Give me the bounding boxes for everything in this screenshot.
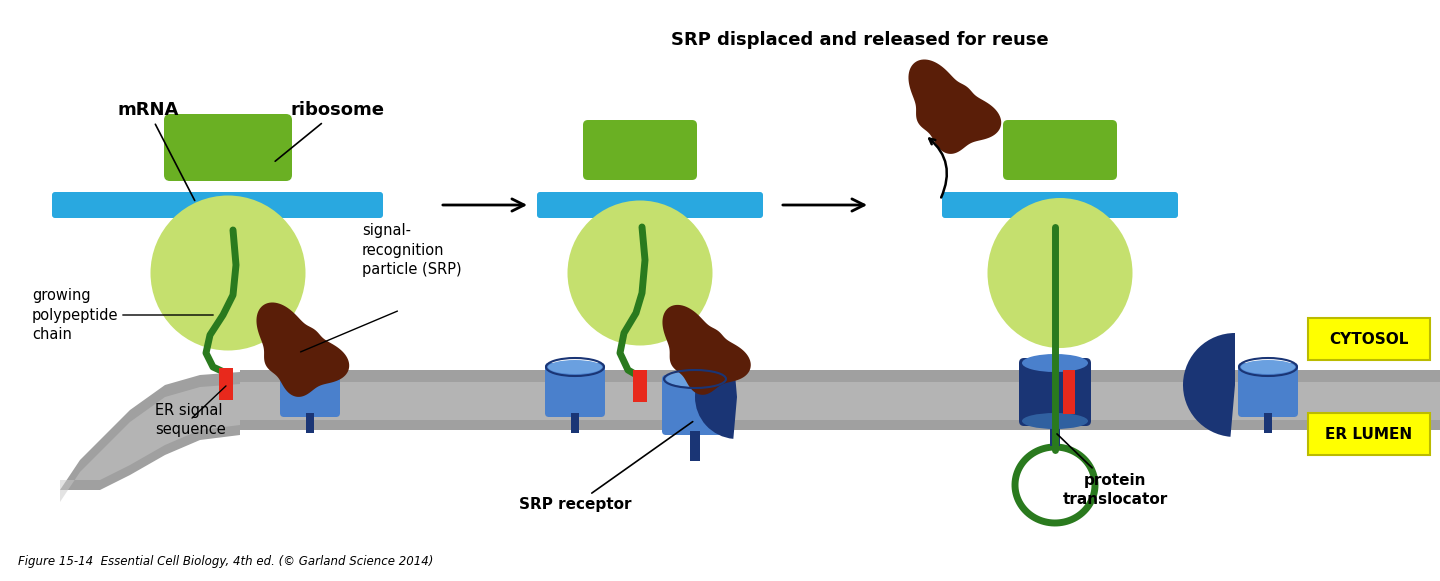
Ellipse shape: [988, 198, 1132, 348]
Ellipse shape: [1022, 354, 1089, 372]
Bar: [219, 368, 233, 400]
Ellipse shape: [151, 195, 305, 350]
Bar: [690, 431, 700, 461]
Text: ER LUMEN: ER LUMEN: [1325, 426, 1413, 442]
Ellipse shape: [284, 360, 337, 374]
FancyBboxPatch shape: [662, 375, 729, 435]
Bar: [1050, 421, 1060, 446]
Wedge shape: [696, 355, 737, 439]
FancyBboxPatch shape: [1020, 358, 1092, 426]
Text: signal-
recognition
particle (SRP): signal- recognition particle (SRP): [361, 223, 462, 277]
Ellipse shape: [1022, 413, 1089, 429]
Bar: [572, 413, 579, 433]
Ellipse shape: [567, 200, 713, 346]
Polygon shape: [662, 305, 750, 395]
FancyBboxPatch shape: [544, 363, 605, 417]
FancyBboxPatch shape: [164, 114, 292, 181]
FancyBboxPatch shape: [942, 192, 1178, 218]
Text: ER signal
sequence: ER signal sequence: [156, 403, 226, 437]
Text: CYTOSOL: CYTOSOL: [1329, 332, 1408, 346]
Text: SRP displaced and released for reuse: SRP displaced and released for reuse: [671, 31, 1048, 49]
Polygon shape: [256, 303, 348, 397]
Bar: [1264, 413, 1272, 433]
Wedge shape: [1184, 333, 1236, 437]
FancyBboxPatch shape: [1308, 413, 1430, 455]
Ellipse shape: [665, 371, 724, 387]
Bar: [1063, 370, 1076, 414]
Bar: [634, 370, 647, 402]
FancyBboxPatch shape: [1238, 363, 1297, 417]
Text: mRNA: mRNA: [117, 101, 194, 200]
Text: protein
translocator: protein translocator: [1057, 434, 1168, 507]
Polygon shape: [60, 382, 1440, 502]
FancyBboxPatch shape: [537, 192, 763, 218]
Ellipse shape: [549, 360, 602, 374]
Bar: [305, 413, 314, 433]
Text: growing
polypeptide
chain: growing polypeptide chain: [32, 288, 118, 342]
FancyBboxPatch shape: [1308, 318, 1430, 360]
Polygon shape: [60, 370, 1440, 490]
FancyBboxPatch shape: [279, 363, 340, 417]
FancyBboxPatch shape: [52, 192, 383, 218]
Text: SRP receptor: SRP receptor: [518, 422, 693, 512]
FancyBboxPatch shape: [1004, 120, 1117, 180]
Text: Figure 15-14  Essential Cell Biology, 4th ed. (© Garland Science 2014): Figure 15-14 Essential Cell Biology, 4th…: [17, 555, 433, 568]
Ellipse shape: [1241, 360, 1295, 374]
Polygon shape: [909, 59, 1001, 154]
Text: ribosome: ribosome: [275, 101, 384, 162]
FancyBboxPatch shape: [583, 120, 697, 180]
